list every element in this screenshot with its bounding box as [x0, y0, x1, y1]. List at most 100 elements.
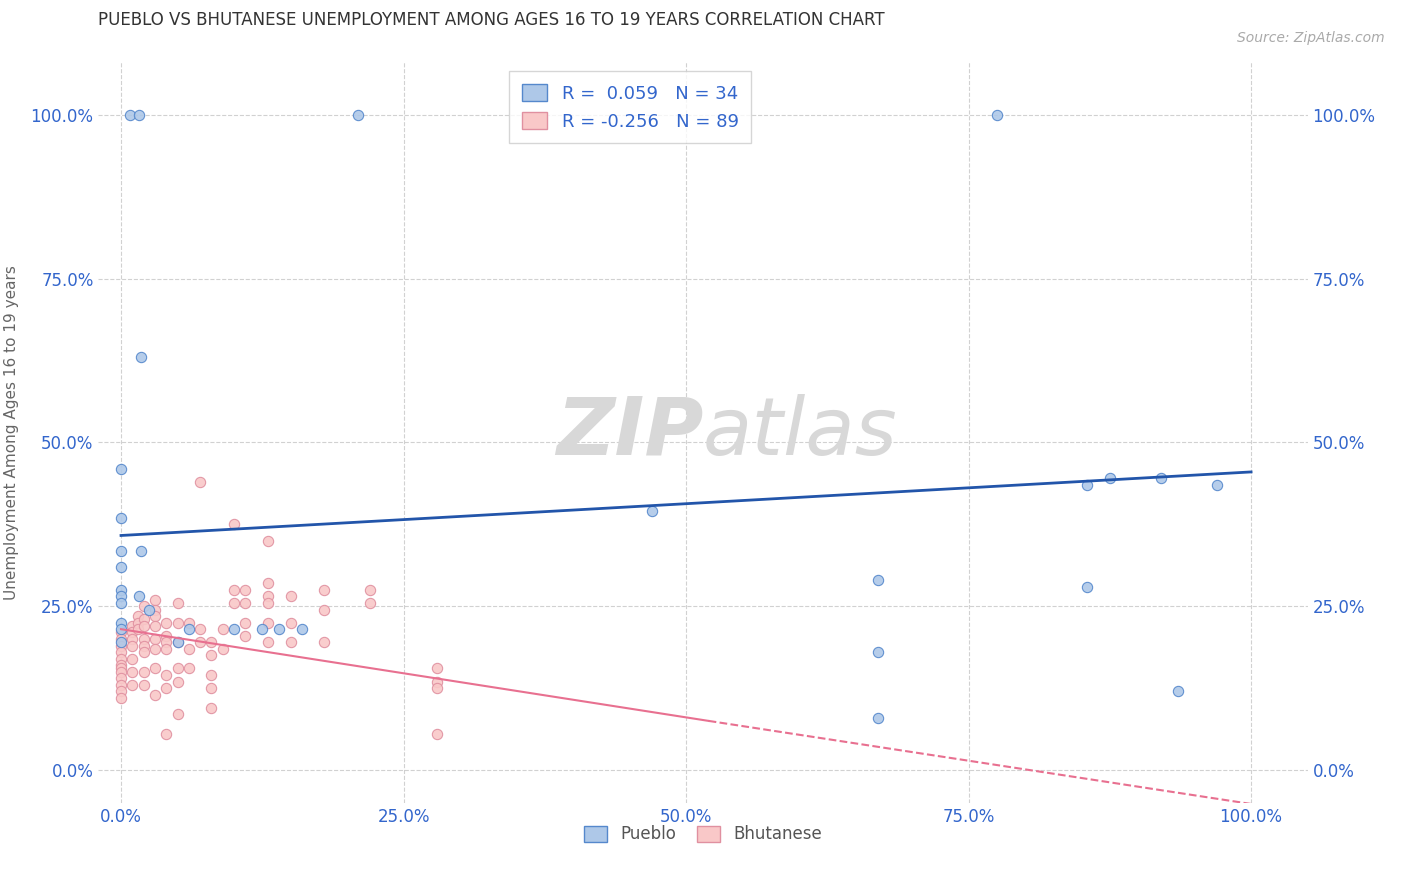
Point	[143, 641, 166, 656]
Point	[1076, 478, 1098, 492]
Point	[252, 622, 274, 636]
Point	[110, 615, 132, 630]
Point	[121, 678, 143, 692]
Point	[233, 629, 256, 643]
Point	[110, 635, 132, 649]
Point	[314, 635, 336, 649]
Point	[110, 510, 132, 524]
Point	[143, 592, 166, 607]
Point	[200, 668, 222, 682]
Point	[110, 651, 132, 665]
Point	[132, 678, 155, 692]
Point	[280, 615, 302, 630]
Point	[177, 641, 200, 656]
Point	[131, 543, 153, 558]
Point	[280, 635, 302, 649]
Legend: Pueblo, Bhutanese: Pueblo, Bhutanese	[578, 819, 828, 850]
Point	[110, 622, 132, 636]
Point	[177, 615, 200, 630]
Point	[143, 661, 166, 675]
Point	[121, 625, 143, 640]
Point	[257, 635, 280, 649]
Point	[128, 108, 150, 122]
Point	[143, 619, 166, 633]
Point	[121, 619, 143, 633]
Point	[131, 351, 153, 365]
Point	[233, 596, 256, 610]
Point	[314, 602, 336, 616]
Point	[127, 622, 149, 636]
Point	[257, 615, 280, 630]
Point	[269, 622, 291, 636]
Point	[222, 582, 245, 597]
Point	[188, 475, 211, 489]
Point	[359, 596, 381, 610]
Point	[155, 681, 177, 695]
Point	[166, 661, 188, 675]
Point	[177, 661, 200, 675]
Point	[110, 639, 132, 653]
Point	[166, 635, 188, 649]
Point	[257, 533, 280, 548]
Point	[155, 727, 177, 741]
Point	[1167, 684, 1189, 698]
Point	[222, 517, 245, 532]
Point	[177, 622, 200, 636]
Text: Source: ZipAtlas.com: Source: ZipAtlas.com	[1237, 31, 1385, 45]
Point	[426, 727, 449, 741]
Point	[128, 590, 150, 604]
Point	[166, 707, 188, 722]
Point	[132, 612, 155, 626]
Point	[280, 590, 302, 604]
Point	[1206, 478, 1229, 492]
Point	[110, 684, 132, 698]
Point	[200, 700, 222, 714]
Point	[143, 632, 166, 646]
Point	[359, 582, 381, 597]
Text: PUEBLO VS BHUTANESE UNEMPLOYMENT AMONG AGES 16 TO 19 YEARS CORRELATION CHART: PUEBLO VS BHUTANESE UNEMPLOYMENT AMONG A…	[98, 11, 884, 29]
Point	[121, 651, 143, 665]
Point	[110, 590, 132, 604]
Point	[166, 615, 188, 630]
Point	[200, 681, 222, 695]
Point	[127, 609, 149, 624]
Point	[110, 665, 132, 679]
Point	[110, 658, 132, 673]
Point	[222, 622, 245, 636]
Point	[426, 681, 449, 695]
Point	[188, 622, 211, 636]
Point	[1098, 471, 1121, 485]
Point	[211, 622, 233, 636]
Point	[868, 711, 890, 725]
Point	[132, 599, 155, 614]
Point	[166, 635, 188, 649]
Point	[155, 668, 177, 682]
Point	[110, 461, 132, 475]
Point	[166, 674, 188, 689]
Point	[110, 661, 132, 675]
Y-axis label: Unemployment Among Ages 16 to 19 years: Unemployment Among Ages 16 to 19 years	[4, 265, 20, 600]
Point	[132, 665, 155, 679]
Point	[314, 582, 336, 597]
Point	[110, 645, 132, 659]
Point	[121, 632, 143, 646]
Point	[132, 639, 155, 653]
Point	[120, 108, 142, 122]
Point	[233, 582, 256, 597]
Point	[127, 615, 149, 630]
Point	[868, 573, 890, 587]
Point	[132, 619, 155, 633]
Text: ZIP: ZIP	[555, 393, 703, 472]
Point	[155, 615, 177, 630]
Point	[166, 596, 188, 610]
Point	[1150, 471, 1173, 485]
Point	[986, 108, 1008, 122]
Point	[143, 602, 166, 616]
Point	[110, 560, 132, 574]
Point	[155, 629, 177, 643]
Point	[138, 602, 160, 616]
Point	[110, 678, 132, 692]
Point	[121, 639, 143, 653]
Point	[143, 688, 166, 702]
Point	[155, 635, 177, 649]
